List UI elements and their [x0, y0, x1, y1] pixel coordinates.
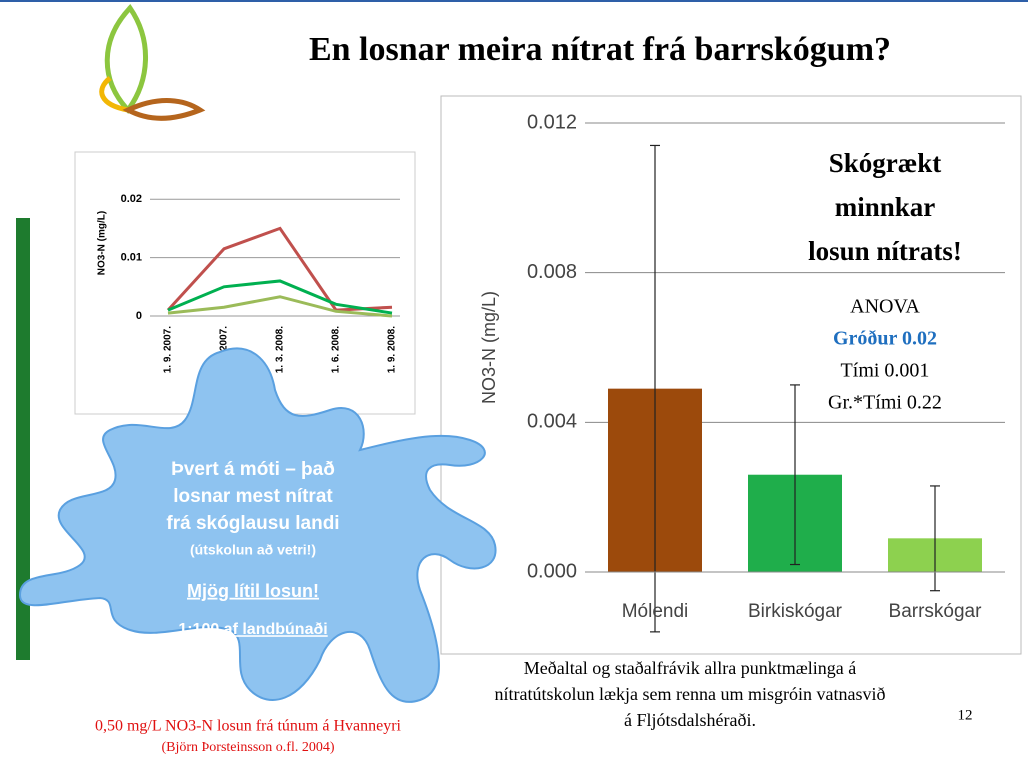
splash-line: frá skóglausu landi [166, 513, 339, 534]
anova-line: ANOVA [850, 296, 920, 318]
caption-line: nítratútskolun lækja sem renna um misgró… [495, 684, 886, 704]
splash-line: (útskolun að vetri!) [190, 542, 316, 558]
x-tick-label: 1. 9. 2007. [163, 326, 174, 373]
y-tick-label: 0.01 [121, 252, 142, 264]
x-tick-label: Birkiskógar [748, 601, 843, 622]
splash-line: losnar mest nítrat [173, 486, 333, 507]
annotation: Skógrækt [829, 148, 942, 178]
anova-line: Tími 0.001 [841, 360, 930, 382]
splash-line: Þvert á móti – það [171, 459, 335, 480]
x-tick-label: 1. 3. 2008. [275, 326, 286, 373]
x-tick-label: 1. 9. 2008. [387, 326, 398, 373]
line-series [167, 295, 393, 318]
y-axis-label: NO3-N (mg/L) [479, 291, 499, 404]
page-number: 12 [958, 707, 973, 723]
splash-text: Þvert á móti – það losnar mest nítrat frá … [166, 459, 339, 638]
x-tick-label: Barrskógar [889, 601, 983, 622]
y-tick-label: 0.004 [527, 411, 577, 433]
splash-line: 1:100 af landbúnaði [178, 621, 327, 638]
line-series [166, 226, 393, 312]
logo [99, 4, 206, 121]
annotation: minnkar [835, 192, 936, 222]
x-tick-label: Mólendi [622, 601, 689, 622]
y-tick-label: 0 [136, 310, 142, 322]
annotation: losun nítrats! [808, 236, 962, 266]
y-tick-label: 0.008 [527, 261, 577, 283]
footer-line: (Björn Þorsteinsson o.fl. 2004) [161, 740, 334, 755]
splash-line: Mjög lítil losun! [187, 581, 319, 601]
x-tick-label: 1. 6. 2008. [331, 326, 342, 373]
slide-title: En losnar meira nítrat frá barrskógum? [309, 31, 891, 68]
y-tick-label: 0.012 [527, 111, 577, 133]
caption-line: á Fljótsdalshéraði. [624, 710, 756, 730]
y-tick-label: 0.02 [121, 193, 142, 205]
footer-line: 0,50 mg/L NO3-N losun frá túnum á Hvanne… [95, 718, 402, 735]
side-bar [16, 218, 30, 660]
caption-line: Meðaltal og staðalfrávik allra punktmæli… [524, 658, 856, 678]
y-axis-label: NO3-N (mg/L) [97, 211, 108, 275]
anova-line: Gr.*Tími 0.22 [828, 392, 942, 414]
anova-line: Gróður 0.02 [833, 328, 937, 350]
big-chart: 0.000 0.004 0.008 0.012 NO3-N (mg/L) Mólendi B… [479, 111, 1005, 633]
splash [18, 347, 497, 703]
y-tick-label: 0.000 [527, 560, 577, 582]
line-series [167, 279, 393, 315]
